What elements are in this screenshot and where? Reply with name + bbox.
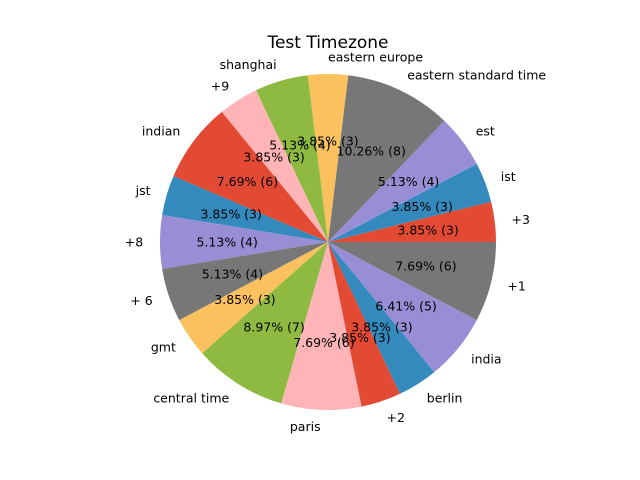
- slice-label-10: + 6: [130, 293, 152, 308]
- slice-percent-labels: 3.85% (3)3.85% (3)5.13% (4)10.26% (8)3.8…: [197, 134, 459, 351]
- slice-percent-label-10: 5.13% (4): [202, 266, 263, 281]
- pie-slice-13: [281, 242, 362, 410]
- pie-slice-5: [255, 75, 328, 242]
- pie-slice-12: [202, 242, 328, 404]
- pie-slice-2: [328, 120, 477, 242]
- slice-percent-label-14: 3.85% (3): [329, 330, 390, 345]
- slice-percent-label-9: 5.13% (4): [197, 235, 258, 250]
- slice-label-12: central time: [153, 391, 229, 406]
- slice-label-1: ist: [501, 169, 516, 184]
- slice-percent-label-1: 3.85% (3): [392, 199, 453, 214]
- slice-label-8: jst: [135, 183, 151, 198]
- slice-label-13: paris: [290, 419, 321, 434]
- pie-slice-10: [162, 242, 328, 321]
- slice-label-14: +2: [387, 410, 405, 425]
- pie-slice-11: [179, 242, 328, 354]
- slice-label-11: gmt: [151, 340, 176, 355]
- slice-label-9: +8: [125, 235, 143, 250]
- slice-labels: +3 ist est eastern standard time eastern eur…: [125, 50, 547, 435]
- slice-label-0: +3: [512, 212, 530, 227]
- slice-percent-label-15: 3.85% (3): [351, 320, 412, 335]
- pie-slice-8: [162, 176, 328, 242]
- slice-percent-label-11: 3.85% (3): [214, 292, 275, 307]
- chart-title: Test Timezone: [266, 33, 388, 53]
- slice-percent-label-2: 5.13% (4): [378, 174, 439, 189]
- slice-percent-label-12: 8.97% (7): [243, 320, 304, 335]
- pie-slice-7: [173, 111, 328, 243]
- slice-percent-label-0: 3.85% (3): [397, 222, 458, 237]
- pie-slice-6: [221, 90, 328, 242]
- slice-label-7: indian: [142, 124, 180, 139]
- slice-percent-label-7: 7.69% (6): [217, 174, 278, 189]
- slice-label-16: india: [471, 351, 501, 366]
- pie-slice-1: [328, 163, 492, 242]
- slice-label-6: +9: [211, 78, 229, 93]
- pie-slice-0: [328, 201, 496, 242]
- slice-label-3: eastern standard time: [407, 68, 546, 83]
- slice-percent-label-17: 7.69% (6): [395, 259, 456, 274]
- slice-label-17: +1: [507, 279, 525, 294]
- slice-percent-label-16: 6.41% (5): [375, 298, 436, 313]
- pie-slice-4: [307, 73, 349, 242]
- slice-percent-label-8: 3.85% (3): [201, 207, 262, 222]
- slice-percent-label-5: 5.13% (4): [269, 138, 330, 153]
- slice-label-5: shanghai: [220, 57, 277, 72]
- slice-percent-label-3: 10.26% (8): [337, 143, 406, 158]
- pie-slice-17: [328, 242, 497, 321]
- slice-percent-label-4: 3.85% (3): [297, 134, 358, 149]
- pie-slice-16: [328, 242, 477, 373]
- slice-label-4: eastern europe: [328, 50, 423, 65]
- slice-percent-label-6: 3.85% (3): [243, 149, 304, 164]
- pie-slice-3: [328, 75, 445, 242]
- pie-slice-14: [328, 242, 401, 407]
- pie-slice-9: [160, 215, 328, 269]
- pie-slice-15: [328, 242, 435, 394]
- slice-label-2: est: [476, 124, 495, 139]
- slice-label-15: berlin: [427, 391, 463, 406]
- slice-percent-label-13: 7.69% (6): [293, 335, 354, 350]
- pie-slices: [160, 73, 497, 410]
